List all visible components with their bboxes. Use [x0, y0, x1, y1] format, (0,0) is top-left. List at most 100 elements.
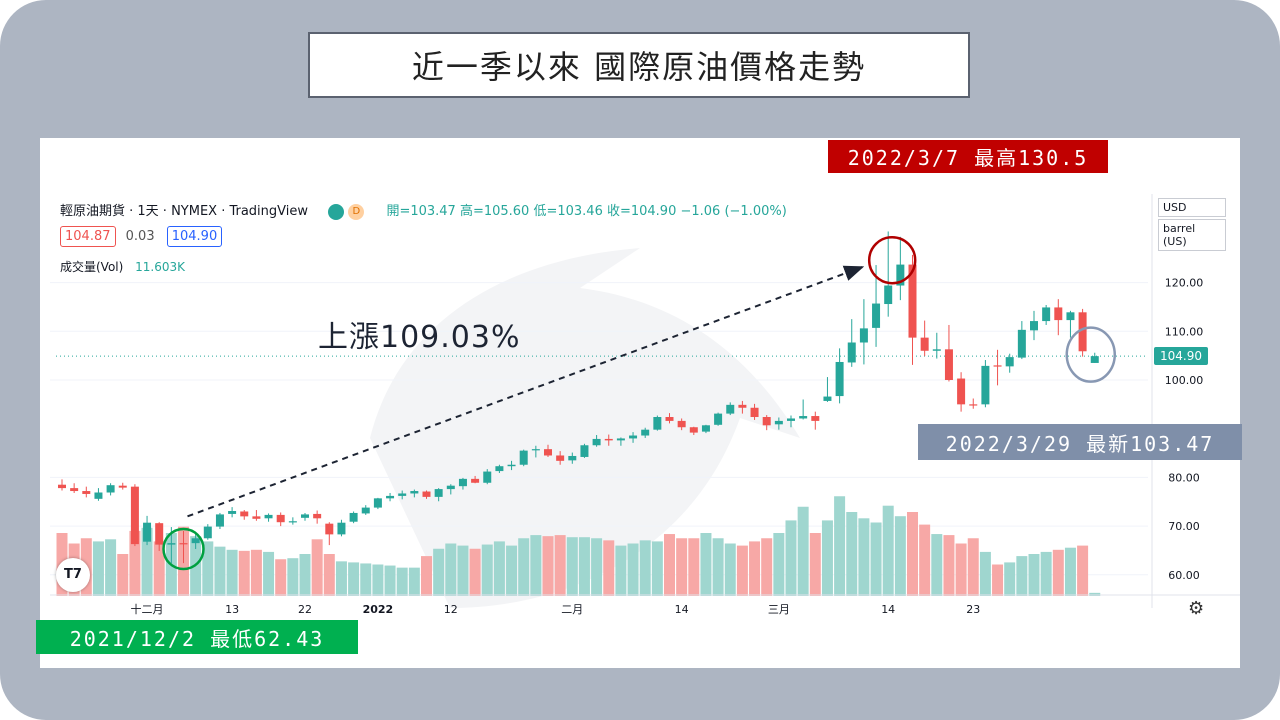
- volume-bar: [894, 516, 906, 596]
- volume-bar: [566, 537, 578, 596]
- candle-body: [835, 361, 844, 397]
- volume-bar: [1077, 545, 1089, 596]
- currency-label[interactable]: USD: [1158, 198, 1226, 217]
- volume-bar: [311, 539, 323, 596]
- volume-bar: [797, 506, 809, 596]
- candle-body: [82, 491, 91, 494]
- volume-bar: [992, 564, 1004, 596]
- candle-body: [240, 511, 249, 517]
- candle-body: [349, 512, 358, 522]
- time-tick-label: 十二月: [131, 602, 164, 616]
- volume-bar: [542, 536, 554, 596]
- tradingview-logo[interactable]: T7: [56, 558, 90, 592]
- chart-panel: 60.00 70.00 80.00 100.00 110.00 120.00 十二月 13 2…: [40, 138, 1240, 668]
- volume-bar: [360, 563, 372, 596]
- volume-bar: [275, 559, 287, 596]
- candle-body: [762, 417, 771, 426]
- volume-bar: [931, 534, 943, 596]
- volume-bar: [664, 534, 675, 596]
- volume-bar: [1040, 551, 1052, 596]
- volume-legend: 成交量(Vol) 11.603K: [60, 258, 185, 275]
- volume-bar: [1016, 556, 1028, 596]
- candle-body: [507, 464, 516, 467]
- candle-body: [288, 521, 297, 523]
- candle-body: [422, 491, 431, 497]
- volume-bar: [506, 545, 518, 596]
- volume-bar: [1028, 554, 1040, 596]
- candle-body: [701, 425, 710, 432]
- volume-bar: [1052, 549, 1064, 596]
- low-banner: 2021/12/2 最低62.43: [36, 620, 358, 654]
- candle-body: [276, 514, 285, 523]
- candle-body: [811, 416, 820, 421]
- candle-body: [774, 420, 783, 425]
- time-tick-label: 14: [881, 603, 895, 616]
- delay-badge[interactable]: D: [348, 203, 365, 220]
- time-tick-label: 三月: [768, 603, 790, 616]
- rise-annotation: 上漲109.03%: [318, 320, 521, 355]
- candle-body: [313, 513, 322, 519]
- volume-bar: [882, 505, 894, 596]
- volume-bar: [724, 543, 736, 596]
- unit-label[interactable]: barrel (US): [1158, 219, 1226, 251]
- candle-body: [130, 486, 139, 545]
- unit-selector[interactable]: USD barrel (US): [1158, 198, 1226, 253]
- volume-bar: [493, 541, 505, 596]
- volume-bar: [348, 562, 360, 596]
- candle-body: [1090, 356, 1099, 363]
- candle-body: [483, 471, 492, 483]
- volume-bar: [384, 565, 396, 596]
- volume-bar: [421, 556, 432, 596]
- volume-bar: [591, 538, 603, 596]
- high-marker-circle: [867, 235, 917, 285]
- price-tick-label: 80.00: [1168, 471, 1200, 484]
- volume-bar: [749, 541, 761, 596]
- candle-body: [1017, 329, 1026, 358]
- volume-bar: [117, 554, 129, 596]
- volume-bar: [688, 538, 700, 596]
- time-tick-label: 二月: [561, 603, 583, 616]
- candle-body: [616, 438, 625, 441]
- volume-bar: [967, 538, 979, 596]
- volume-bar: [554, 535, 566, 596]
- volume-bar: [457, 545, 469, 596]
- volume-bar: [250, 549, 262, 596]
- volume-bar: [700, 533, 712, 596]
- candle-body: [337, 522, 346, 535]
- volume-value: 11.603K: [135, 260, 186, 274]
- candle-body: [1042, 307, 1051, 322]
- volume-bar: [821, 520, 833, 596]
- ask-price[interactable]: 104.90: [166, 226, 223, 247]
- candle-body: [787, 418, 795, 421]
- bid-ask-row: 104.87 0.03 104.90: [60, 226, 228, 247]
- bid-price[interactable]: 104.87: [60, 226, 116, 247]
- annotations: [162, 235, 1116, 571]
- volume-bar: [761, 538, 773, 596]
- volume-bar: [785, 520, 797, 596]
- volume-bar: [335, 561, 347, 596]
- volume-bar: [676, 538, 688, 596]
- candle-body: [932, 349, 941, 351]
- candle-body: [495, 466, 504, 472]
- last-price-tag: 104.90: [1154, 347, 1208, 365]
- high-banner: 2022/3/7 最高130.5: [828, 140, 1108, 173]
- volume-bar: [481, 544, 493, 596]
- candle-body: [580, 445, 589, 457]
- market-status-icon[interactable]: [328, 203, 345, 220]
- candle-body: [1054, 307, 1063, 321]
- candle-body: [531, 449, 540, 451]
- candle-body: [179, 543, 188, 545]
- volume-bar: [214, 546, 226, 596]
- volume-bar: [323, 554, 335, 596]
- gear-icon[interactable]: ⚙: [1188, 598, 1205, 619]
- time-tick-label: 14: [675, 603, 689, 616]
- price-axis: 60.00 70.00 80.00 100.00 110.00 120.00: [1151, 194, 1203, 608]
- volume-bar: [153, 541, 165, 596]
- candle-body: [434, 489, 443, 497]
- volume-bar: [955, 543, 967, 596]
- candle-body: [143, 522, 152, 542]
- candle-body: [750, 407, 759, 418]
- candle-body: [118, 485, 127, 488]
- candle-body: [386, 495, 395, 499]
- candle-body: [957, 378, 966, 405]
